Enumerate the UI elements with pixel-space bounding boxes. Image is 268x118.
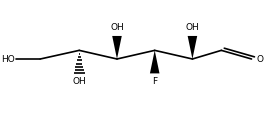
Text: OH: OH <box>110 23 124 32</box>
Polygon shape <box>150 50 159 73</box>
Polygon shape <box>112 36 122 59</box>
Text: O: O <box>256 55 263 63</box>
Text: HO: HO <box>1 55 15 63</box>
Text: OH: OH <box>72 77 86 86</box>
Text: OH: OH <box>185 23 199 32</box>
Polygon shape <box>188 36 197 59</box>
Text: F: F <box>152 77 157 86</box>
